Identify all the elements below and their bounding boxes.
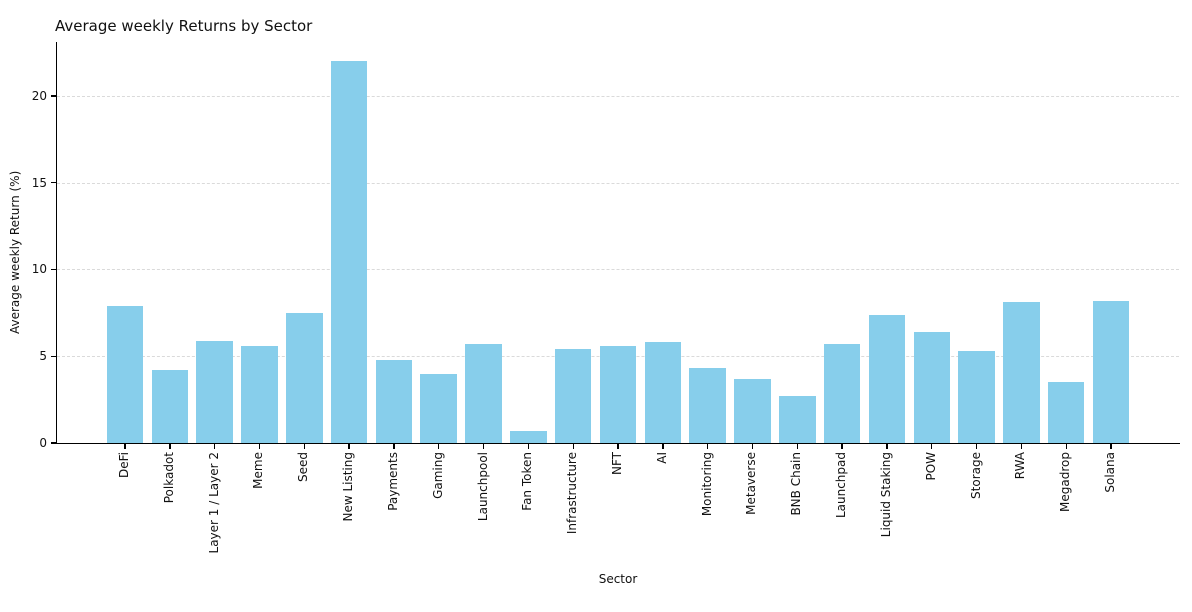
x-tick-mark: [1110, 444, 1112, 449]
x-tick-mark: [975, 444, 978, 449]
bar-solana: [1092, 300, 1130, 443]
y-tick-mark: [51, 268, 57, 271]
x-tick-label: Gaming: [430, 452, 445, 499]
bar-liquid-staking: [868, 314, 906, 443]
x-tick-mark: [348, 444, 350, 449]
x-tick-label: New Listing: [341, 452, 356, 522]
plot-area: [57, 42, 1179, 443]
x-tick-label: Launchpad: [834, 452, 849, 519]
y-tick-label: 10: [31, 262, 47, 277]
bar-polkadot: [151, 370, 189, 443]
bar-megadrop: [1047, 382, 1085, 443]
x-tick-mark: [482, 444, 485, 449]
x-tick-label: DeFi: [117, 452, 131, 478]
y-tick-mark: [51, 355, 57, 357]
x-tick-label: Payments: [385, 452, 400, 511]
x-tick-label: Layer 1 / Layer 2: [206, 452, 221, 554]
x-tick-mark: [124, 444, 126, 449]
x-tick-mark: [1020, 444, 1023, 449]
bar-seed: [286, 312, 323, 443]
y-axis-line: [55, 42, 57, 444]
bar-ai: [644, 342, 682, 443]
bar-payments: [375, 359, 413, 443]
x-tick-label: Fan Token: [520, 452, 535, 511]
x-tick-label: Infrastructure: [565, 452, 580, 535]
bar-defi: [106, 305, 144, 443]
x-tick-label: Launchpool: [475, 452, 490, 522]
gridline: [57, 269, 1179, 271]
x-tick-mark: [841, 444, 843, 449]
bar-infrastructure: [554, 349, 592, 443]
x-tick-label: Liquid Staking: [878, 452, 893, 538]
bar-gaming: [420, 373, 457, 443]
bar-fan-token: [510, 430, 547, 443]
x-tick-label: AI: [654, 452, 669, 464]
gridline: [57, 182, 1179, 184]
gridline: [57, 95, 1179, 97]
y-tick-mark: [51, 442, 57, 444]
x-axis-title: Sector: [598, 572, 638, 586]
bar-monitoring: [689, 368, 726, 443]
bar-rwa: [1003, 302, 1040, 443]
x-tick-label: Polkadot: [161, 452, 176, 504]
bar-layer-1-layer-2: [196, 340, 233, 443]
x-tick-label: NFT: [610, 452, 625, 475]
y-tick-label: 0: [39, 436, 47, 450]
x-tick-label: POW: [923, 452, 938, 481]
x-tick-label: Seed: [296, 452, 311, 482]
x-tick-mark: [931, 444, 933, 449]
x-tick-mark: [258, 444, 261, 449]
bar-launchpad: [823, 344, 861, 443]
x-tick-mark: [796, 444, 798, 449]
y-tick-label: 5: [39, 349, 47, 364]
x-tick-mark: [751, 444, 754, 449]
x-tick-mark: [213, 444, 216, 449]
x-tick-label: RWA: [1013, 452, 1028, 480]
x-tick-mark: [617, 444, 619, 449]
chart-title: Average weekly Returns by Sector: [55, 17, 313, 35]
x-tick-mark: [572, 444, 574, 449]
x-tick-mark: [527, 444, 530, 449]
x-tick-mark: [303, 444, 305, 449]
x-tick-label: Storage: [968, 452, 983, 499]
x-tick-label: Megadrop: [1058, 452, 1073, 512]
x-tick-label: Monitoring: [699, 452, 714, 517]
x-tick-mark: [886, 444, 888, 449]
bar-metaverse: [734, 378, 771, 443]
x-tick-label: BNB Chain: [789, 452, 804, 516]
bar-bnb-chain: [779, 396, 816, 443]
x-tick-mark: [438, 444, 440, 449]
y-tick-label: 20: [31, 88, 47, 103]
bar-pow: [913, 331, 950, 443]
y-tick-mark: [51, 181, 57, 184]
x-tick-mark: [1065, 444, 1067, 449]
x-tick-mark: [169, 444, 171, 449]
y-tick-label: 15: [31, 175, 47, 190]
bar-meme: [241, 345, 278, 443]
x-tick-mark: [706, 444, 709, 449]
x-axis-line: [55, 442, 1180, 444]
bar-new-listing: [330, 61, 368, 443]
bar-storage: [958, 350, 995, 443]
x-tick-label: Solana: [1103, 452, 1118, 493]
y-tick-mark: [51, 95, 57, 97]
x-tick-label: Meme: [251, 452, 266, 489]
bar-nft: [599, 345, 637, 443]
x-tick-label: Metaverse: [744, 452, 759, 515]
bar-launchpool: [465, 344, 502, 443]
x-tick-mark: [393, 444, 395, 449]
x-tick-mark: [662, 444, 664, 449]
